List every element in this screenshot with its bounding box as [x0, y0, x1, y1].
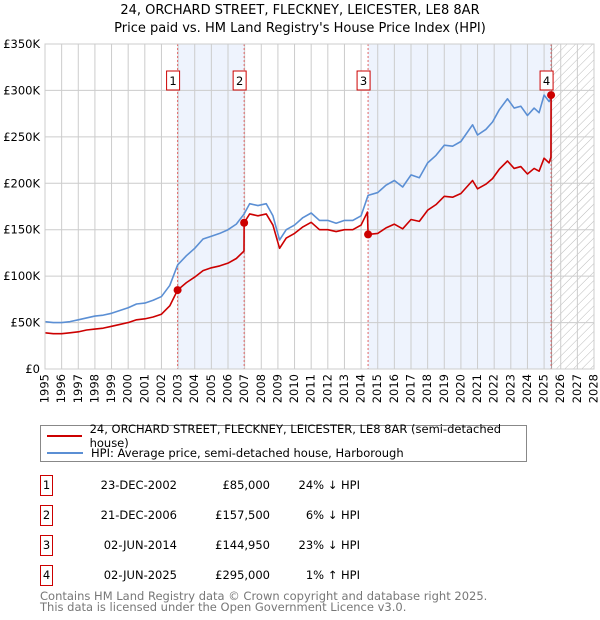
x-tick-label: 2015: [370, 374, 384, 403]
sale-point: [240, 218, 249, 227]
x-tick-label: 2017: [404, 374, 418, 403]
x-tick-label: 2006: [221, 374, 235, 403]
x-tick-label: 2001: [137, 374, 151, 403]
x-tick-label: 2011: [304, 374, 318, 403]
legend-label-hpi: HPI: Average price, semi-detached house,…: [91, 446, 404, 460]
sale-label-box: [539, 70, 554, 91]
x-tick-label: 2023: [503, 374, 517, 403]
y-tick-label: £50K: [11, 316, 41, 330]
x-tick-label: 2028: [587, 374, 600, 403]
x-tick-label: 2013: [337, 374, 351, 403]
legend-item-hpi: HPI: Average price, semi-detached house,…: [47, 445, 404, 461]
x-tick-label: 2007: [237, 374, 251, 403]
x-tick-label: 2016: [387, 374, 401, 403]
x-tick-label: 1998: [87, 374, 101, 403]
x-tick-label: 2018: [420, 374, 434, 403]
sale-date: 23-DEC-2002: [100, 478, 177, 492]
x-tick-label: 2020: [453, 374, 467, 403]
x-tick-label: 2004: [187, 374, 201, 403]
x-tick-label: 1995: [38, 374, 52, 403]
y-tick-label: £100K: [3, 269, 40, 283]
x-tick-label: 2002: [154, 374, 168, 403]
y-tick-label: £200K: [3, 176, 40, 190]
x-tick-label: 2005: [204, 374, 218, 403]
sale-point: [173, 286, 182, 295]
sale-label-box: [166, 70, 181, 91]
y-tick-label: £300K: [3, 83, 40, 97]
sale-hpi-diff: 6% ↓ HPI: [305, 508, 360, 522]
footer-licence: This data is licensed under the Open Gov…: [40, 600, 407, 614]
sale-date: 21-DEC-2006: [100, 508, 177, 522]
sale-date: 02-JUN-2025: [103, 568, 177, 582]
sale-number-badge: 3: [40, 535, 53, 556]
series-line-hpi: [44, 94, 552, 324]
x-tick-label: 1999: [104, 374, 118, 403]
sale-label-number: 3: [360, 74, 367, 88]
sale-label-box: [232, 70, 247, 91]
x-tick-label: 2014: [354, 374, 368, 403]
sale-point: [364, 230, 373, 239]
legend-swatch-hpi: [47, 452, 83, 454]
y-tick-label: £350K: [3, 37, 40, 51]
y-tick-label: £0: [25, 362, 40, 376]
chart-subtitle: Price paid vs. HM Land Registry's House …: [114, 21, 486, 36]
x-tick-label: 1996: [54, 374, 68, 403]
legend-swatch-property: [47, 435, 82, 437]
x-tick-label: 2009: [270, 374, 284, 403]
sale-hpi-diff: 23% ↓ HPI: [298, 538, 360, 552]
sale-label-number: 4: [543, 74, 550, 88]
price-chart: 1995 1996 1997 1998 1999 2000 2001 2002 2003 2004…: [3, 37, 600, 403]
plot-frame: [44, 43, 595, 370]
x-tick-label: 2000: [121, 374, 135, 403]
sale-number-badge: 4: [40, 565, 53, 586]
x-tick-label: 2026: [553, 374, 567, 403]
legend-label-property: 24, ORCHARD STREET, FLECKNEY, LEICESTER,…: [89, 422, 502, 450]
x-tick-label: 1997: [71, 374, 85, 403]
series-line-property: [44, 95, 552, 335]
x-tick-label: 2027: [570, 374, 584, 403]
x-tick-label: 2022: [487, 374, 501, 403]
sale-date: 02-JUN-2014: [103, 538, 177, 552]
x-tick-label: 2008: [254, 374, 268, 403]
sale-hpi-diff: 1% ↑ HPI: [305, 568, 360, 582]
sale-label-number: 2: [236, 74, 243, 88]
y-tick-label: £250K: [3, 130, 40, 144]
sale-price: £295,000: [215, 568, 270, 582]
x-tick-label: 2024: [520, 374, 534, 403]
shaded-period: [368, 44, 552, 369]
sale-price: £144,950: [215, 538, 270, 552]
sale-price: £85,000: [222, 478, 270, 492]
sale-point: [547, 91, 556, 100]
y-tick-label: £150K: [3, 223, 40, 237]
chart-title: 24, ORCHARD STREET, FLECKNEY, LEICESTER,…: [120, 3, 480, 18]
sale-hpi-diff: 24% ↓ HPI: [298, 478, 360, 492]
forecast-hatch: [551, 44, 594, 369]
sale-number-badge: 2: [40, 505, 53, 526]
footer-copyright: Contains HM Land Registry data © Crown c…: [40, 589, 488, 603]
x-tick-label: 2003: [171, 374, 185, 403]
sale-label-number: 1: [169, 74, 176, 88]
sale-label-box: [356, 70, 371, 91]
x-tick-label: 2012: [320, 374, 334, 403]
x-tick-label: 2010: [287, 374, 301, 403]
x-tick-label: 2019: [437, 374, 451, 403]
sale-number-badge: 1: [40, 475, 53, 496]
x-tick-label: 2025: [537, 374, 551, 403]
x-tick-label: 2021: [470, 374, 484, 403]
legend-item-property: 24, ORCHARD STREET, FLECKNEY, LEICESTER,…: [47, 422, 526, 450]
sale-price: £157,500: [215, 508, 270, 522]
legend: 24, ORCHARD STREET, FLECKNEY, LEICESTER,…: [40, 422, 527, 462]
